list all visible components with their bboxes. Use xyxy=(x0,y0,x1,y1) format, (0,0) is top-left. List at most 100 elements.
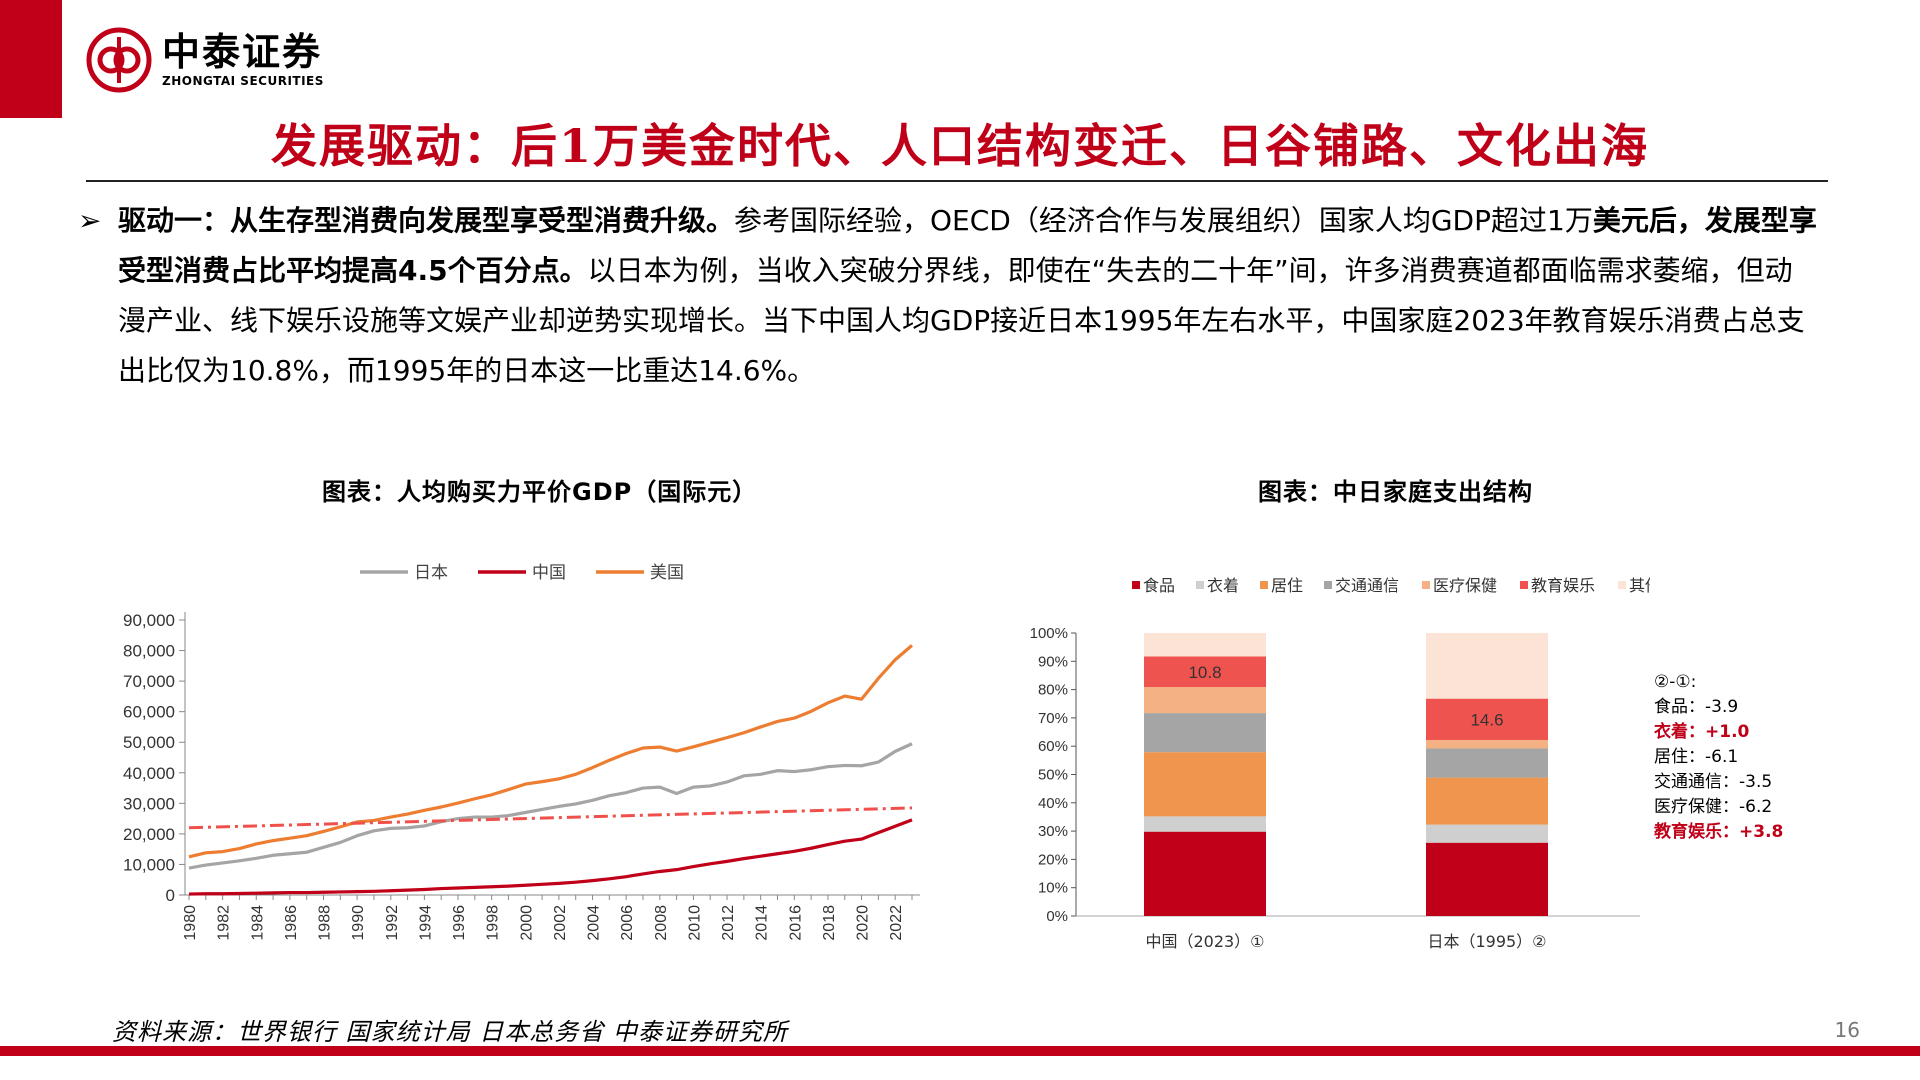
bar-data-label: 10.8 xyxy=(1188,663,1221,682)
bar-segment-教育娱乐 xyxy=(1426,698,1548,740)
annotation-line-clothing: 衣着：+1.0 xyxy=(1654,722,1750,742)
x-tick-label: 1986 xyxy=(283,905,300,941)
legend-swatch xyxy=(1422,581,1430,589)
legend-label: 衣着 xyxy=(1207,576,1239,595)
annotation-line-transport: 交通通信：-3.5 xyxy=(1654,772,1773,792)
y-tick-label: 50,000 xyxy=(123,733,175,752)
series-line-美国 xyxy=(188,644,914,859)
x-tick-label: 1992 xyxy=(384,905,401,941)
x-tick-label: 1984 xyxy=(249,905,266,941)
bar-data-label: 14.6 xyxy=(1470,710,1503,729)
x-tick-label: 1996 xyxy=(451,905,468,941)
legend-swatch xyxy=(1196,581,1204,589)
annotation-line-education: 教育娱乐：+3.8 xyxy=(1654,822,1784,842)
bar-segment-衣着 xyxy=(1426,824,1548,843)
household-spending-bar-chart: 0% 10% 20% 30% 40% 50% 60% 70% 80% 90% 100% 10.8 中国（… xyxy=(1030,576,1650,951)
footer-bar xyxy=(0,1046,1920,1056)
y-tick-label: 0% xyxy=(1046,908,1068,925)
x-tick-label: 2018 xyxy=(821,905,838,941)
bar-segment-其他 xyxy=(1426,633,1548,699)
bar-segment-居住 xyxy=(1426,777,1548,825)
category-label: 日本（1995）② xyxy=(1427,932,1546,951)
y-tick-label: 70,000 xyxy=(123,672,175,691)
legend-label: 中国 xyxy=(532,563,566,583)
y-tick-label: 30% xyxy=(1038,823,1068,840)
annotation-line-housing: 居住：-6.1 xyxy=(1654,747,1739,767)
y-tick-label: 40,000 xyxy=(123,764,175,783)
x-tick-label: 1982 xyxy=(216,905,233,941)
bar-segment-医疗保健 xyxy=(1144,687,1266,714)
y-tick-label: 80% xyxy=(1038,682,1068,699)
page-title: 发展驱动：后1万美金时代、人口结构变迁、日谷铺路、文化出海 xyxy=(270,119,1649,173)
difference-annotation: ②-①: 食品：-3.9 衣着：+1.0 居住：-6.1 交通通信：-3.5 医… xyxy=(1654,670,1783,845)
bar-segment-衣着 xyxy=(1144,816,1266,832)
body-paragraph: ➢ 驱动一：从生存型消费向发展型享受型消费升级。参考国际经验，OECD（经济合作… xyxy=(78,196,1818,396)
y-tick-label: 60% xyxy=(1038,738,1068,755)
legend-label: 医疗保健 xyxy=(1433,576,1497,595)
y-tick-label: 20,000 xyxy=(123,825,175,844)
bar-segment-食品 xyxy=(1426,842,1548,916)
x-tick-label: 2008 xyxy=(653,905,670,941)
bar-segment-交通通信 xyxy=(1426,748,1548,778)
x-tick-label: 2002 xyxy=(552,905,569,941)
x-tick-label: 2010 xyxy=(686,905,703,941)
bar-segment-教育娱乐 xyxy=(1144,656,1266,688)
gdp-ppp-line-chart: 0 10,000 20,000 30,000 40,000 50,000 60,000 70,… xyxy=(123,563,920,941)
y-tick-label: 90,000 xyxy=(123,611,175,630)
logo-name-cn: 中泰证券 xyxy=(162,30,323,74)
legend-label: 交通通信 xyxy=(1335,576,1399,595)
x-tick-label: 2014 xyxy=(754,905,771,941)
y-tick-label: 30,000 xyxy=(123,794,175,813)
y-tick-label: 40% xyxy=(1038,795,1068,812)
x-tick-label: 1990 xyxy=(350,905,367,941)
annotation-line-medical: 医疗保健：-6.2 xyxy=(1654,797,1773,817)
legend-swatch xyxy=(1618,581,1626,589)
x-tick-label: 2006 xyxy=(619,905,636,941)
title-divider xyxy=(86,180,1828,182)
y-tick-label: 90% xyxy=(1038,653,1068,670)
x-tick-label: 2000 xyxy=(518,905,535,941)
legend-label: 日本 xyxy=(414,563,448,583)
y-tick-label: 0 xyxy=(166,886,175,905)
legend-label: 食品 xyxy=(1143,576,1175,595)
legend-swatch xyxy=(1520,581,1528,589)
legend-label: 美国 xyxy=(650,563,684,583)
y-tick-label: 10% xyxy=(1038,880,1068,897)
annotation-title: ②-①: xyxy=(1654,672,1697,692)
x-tick-label: 2020 xyxy=(855,905,872,941)
bar-segment-交通通信 xyxy=(1144,713,1266,753)
bar-segment-食品 xyxy=(1144,831,1266,916)
bar-chart-title: 图表：中日家庭支出结构 xyxy=(1258,478,1533,506)
source-note: 资料来源：世界银行 国家统计局 日本总务省 中泰证券研究所 xyxy=(112,1018,788,1046)
body-sentence-2: 参考国际经验，OECD（经济合作与发展组织）国家人均GDP超过1万 xyxy=(734,204,1593,237)
series-line-中国 xyxy=(188,818,913,896)
body-bold-lead: 驱动一：从生存型消费向发展型享受型消费升级。 xyxy=(118,204,735,237)
y-tick-label: 60,000 xyxy=(123,703,175,722)
line-chart-title: 图表：人均购买力平价GDP（国际元） xyxy=(322,478,758,506)
y-tick-label: 100% xyxy=(1030,625,1068,642)
bullet-arrow-icon: ➢ xyxy=(78,204,102,237)
x-tick-label: 2004 xyxy=(586,905,603,941)
bar-segment-其他 xyxy=(1144,633,1266,657)
page-number: 16 xyxy=(1834,1018,1860,1042)
legend-label: 居住 xyxy=(1271,576,1303,595)
body-rest: 以日本为例，当收入突破分界线，即使在“失去的二十年”间，许多消费赛道都面临需求萎… xyxy=(118,254,1805,387)
legend-label: 教育娱乐 xyxy=(1531,576,1595,595)
y-tick-label: 50% xyxy=(1038,767,1068,784)
body-bold-2: 美元后，发展型享受型消费占比平均提高4.5个百分点。 xyxy=(118,204,1817,287)
bar-segment-医疗保健 xyxy=(1426,739,1548,749)
x-tick-label: 2022 xyxy=(888,905,905,941)
y-tick-label: 80,000 xyxy=(123,642,175,661)
annotation-line-food: 食品：-3.9 xyxy=(1654,697,1739,717)
y-tick-label: 20% xyxy=(1038,851,1068,868)
y-tick-label: 70% xyxy=(1038,710,1068,727)
y-tick-label: 10,000 xyxy=(123,855,175,874)
zhongtai-logo-icon xyxy=(86,27,152,93)
legend-swatch xyxy=(1132,581,1140,589)
series-line-日本 xyxy=(188,742,913,870)
company-logo: 中泰证券 ZHONGTAI SECURITIES xyxy=(86,27,324,93)
legend-label: 其他 xyxy=(1629,576,1650,595)
legend-swatch xyxy=(1324,581,1332,589)
logo-name-en: ZHONGTAI SECURITIES xyxy=(162,74,324,88)
category-label: 中国（2023）① xyxy=(1145,932,1264,951)
